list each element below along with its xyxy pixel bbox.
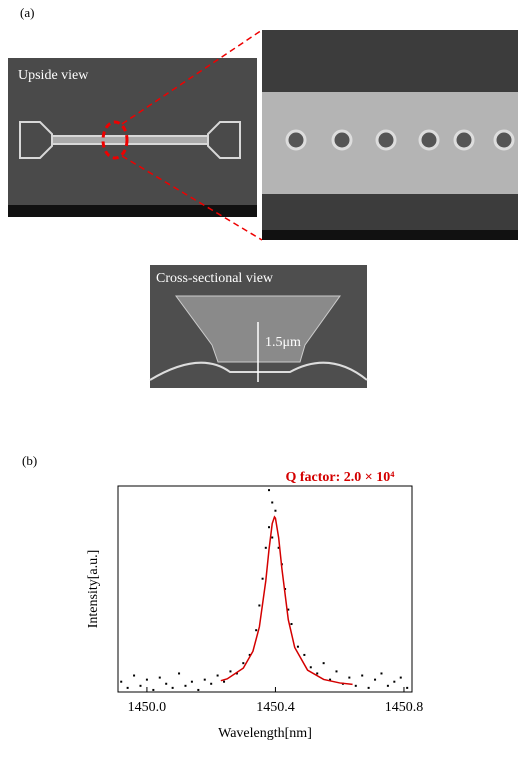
panel-label: (b): [22, 453, 37, 468]
figure: (a) Upside view Cross-sectional view 1.5…: [0, 0, 518, 760]
sem-info-bar: [262, 230, 518, 240]
data-point: [361, 675, 363, 677]
data-point: [274, 510, 276, 512]
data-point: [139, 685, 141, 687]
data-point: [133, 675, 135, 677]
data-point: [172, 687, 174, 689]
data-point: [303, 654, 305, 656]
data-point: [380, 672, 382, 674]
data-point: [146, 679, 148, 681]
x-tick-label: 1450.0: [128, 700, 167, 715]
data-point: [184, 685, 186, 687]
data-point: [271, 501, 273, 503]
data-point: [355, 685, 357, 687]
data-point: [242, 662, 244, 664]
dimension-label: 1.5μm: [265, 335, 301, 350]
data-point: [217, 675, 219, 677]
data-point: [262, 578, 264, 580]
data-point: [265, 547, 267, 549]
data-point: [297, 646, 299, 648]
data-point: [165, 683, 167, 685]
data-point: [268, 489, 270, 491]
data-point: [152, 689, 154, 691]
data-point: [368, 687, 370, 689]
data-point: [393, 681, 395, 683]
fit-line: [221, 517, 353, 684]
data-point: [159, 677, 161, 679]
x-axis-label: Wavelength[nm]: [218, 726, 312, 741]
data-point: [120, 681, 122, 683]
data-point: [387, 685, 389, 687]
data-point: [400, 677, 402, 679]
data-point: [255, 629, 257, 631]
data-point: [348, 677, 350, 679]
data-point: [191, 681, 193, 683]
x-tick-label: 1450.4: [256, 700, 295, 715]
chart-title: Q factor: 2.0 × 10⁴: [286, 470, 396, 485]
x-tick-label: 1450.8: [385, 700, 424, 715]
data-point: [197, 689, 199, 691]
data-point: [323, 662, 325, 664]
data-point: [258, 604, 260, 606]
data-point: [271, 537, 273, 539]
data-point: [310, 666, 312, 668]
y-axis-label: Intensity[a.u.]: [86, 550, 101, 629]
data-point: [229, 670, 231, 672]
data-point: [268, 526, 270, 528]
data-point: [335, 670, 337, 672]
data-point: [316, 672, 318, 674]
data-point: [374, 679, 376, 681]
data-point: [210, 683, 212, 685]
data-point: [223, 681, 225, 683]
data-point: [127, 687, 129, 689]
image-caption: Upside view: [18, 68, 89, 83]
data-point: [291, 623, 293, 625]
data-point: [204, 679, 206, 681]
data-point: [406, 687, 408, 689]
panel-label: (a): [20, 5, 34, 20]
data-point: [178, 672, 180, 674]
image-caption: Cross-sectional view: [156, 271, 274, 286]
